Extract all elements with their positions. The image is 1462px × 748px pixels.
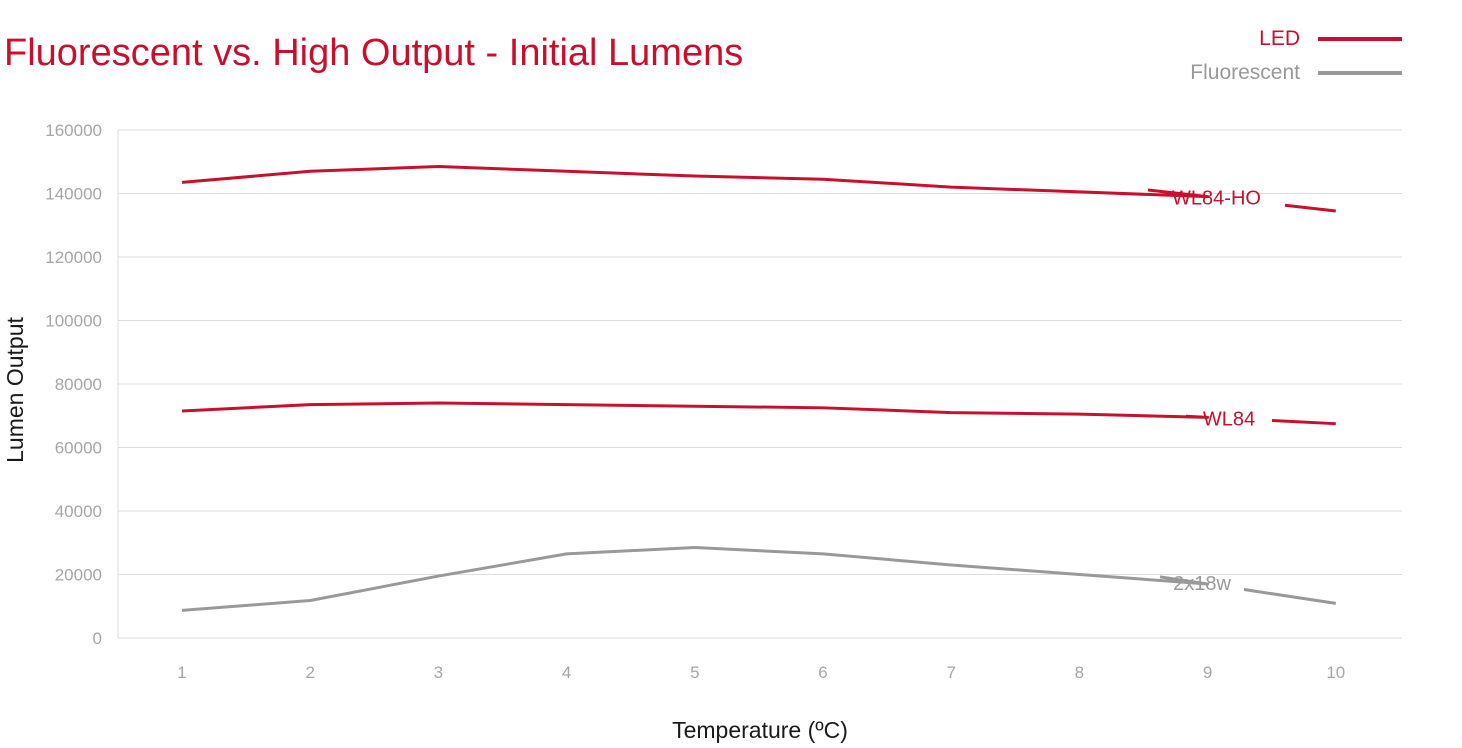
- y-tick-label: 20000: [55, 566, 102, 585]
- x-tick-label: 3: [434, 663, 443, 682]
- x-tick-label: 1: [177, 663, 186, 682]
- x-tick-label: 10: [1326, 663, 1345, 682]
- y-tick-label: 120000: [45, 248, 102, 267]
- tick-labels: 0 20000 40000 60000 80000 100000 120000 140000 1…: [45, 121, 1345, 682]
- y-tick-label: 80000: [55, 375, 102, 394]
- series-line-wl84-ho: [181, 165, 1210, 199]
- grid-lines: [117, 129, 1402, 639]
- x-tick-label: 2: [305, 663, 314, 682]
- legend: LED Fluorescent: [1190, 22, 1402, 90]
- series-label-wl84-ho: WL84-HO: [1172, 188, 1261, 210]
- series-line-2x18w: [181, 546, 1210, 612]
- legend-label-led: LED: [1259, 27, 1300, 50]
- series-line-2x18w-end: [1243, 588, 1337, 605]
- x-tick-label: 7: [946, 663, 955, 682]
- legend-label-fluorescent: Fluorescent: [1190, 61, 1300, 84]
- series-lines: WL84-HO WL84 2x18w: [181, 165, 1337, 612]
- x-tick-label: 9: [1203, 663, 1212, 682]
- series-line-wl84: [181, 401, 1210, 419]
- legend-swatch-fluorescent: [1318, 71, 1402, 75]
- y-tick-label: 140000: [45, 185, 102, 204]
- legend-item-fluorescent: Fluorescent: [1190, 56, 1402, 90]
- y-tick-label: 40000: [55, 502, 102, 521]
- x-tick-label: 6: [818, 663, 827, 682]
- legend-swatch-led: [1318, 37, 1402, 41]
- x-tick-label: 5: [690, 663, 699, 682]
- y-tick-label: 0: [93, 629, 102, 648]
- series-label-wl84: WL84: [1203, 408, 1255, 430]
- series-line-wl84-ho-end: [1284, 203, 1336, 213]
- legend-item-led: LED: [1190, 22, 1402, 56]
- y-tick-label: 100000: [45, 312, 102, 331]
- x-axis-label: Temperature (ºC): [672, 717, 848, 743]
- chart-title: Fluorescent vs. High Output - Initial Lu…: [4, 32, 744, 74]
- y-tick-label: 60000: [55, 439, 102, 458]
- y-tick-label: 160000: [45, 121, 102, 140]
- x-tick-label: 4: [562, 663, 571, 682]
- y-axis-label: Lumen Output: [2, 317, 28, 463]
- series-line-wl84-end: [1271, 419, 1336, 426]
- series-label-2x18w: 2x18w: [1173, 573, 1231, 595]
- x-tick-label: 8: [1075, 663, 1084, 682]
